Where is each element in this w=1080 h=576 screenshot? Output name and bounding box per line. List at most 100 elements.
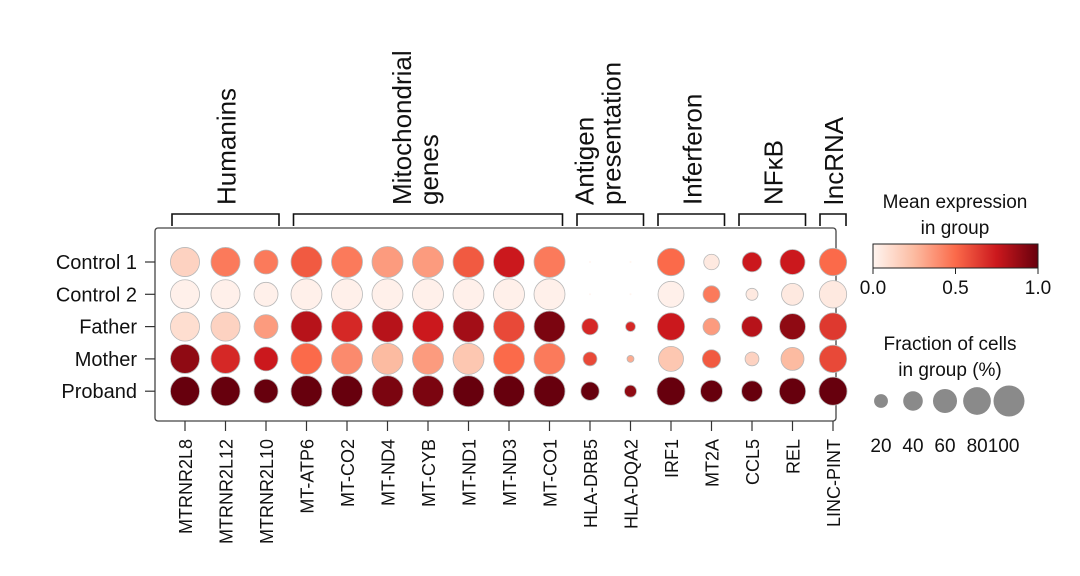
row-label: Control 1 xyxy=(56,252,137,274)
gene-label: CCL5 xyxy=(743,439,763,485)
size-legend-label: 60 xyxy=(934,436,955,457)
dot xyxy=(533,342,566,375)
dot xyxy=(818,280,848,309)
colorbar-tick-label: 0.5 xyxy=(942,278,968,299)
dot xyxy=(582,351,598,367)
dot xyxy=(624,384,637,398)
dot xyxy=(210,279,241,310)
dot xyxy=(331,310,363,343)
dot xyxy=(331,278,363,311)
dot xyxy=(818,376,848,406)
dot xyxy=(625,321,636,332)
size-legend-dot xyxy=(932,388,958,414)
dot xyxy=(629,293,632,296)
dot xyxy=(533,375,566,408)
dot xyxy=(533,246,566,278)
gene-label: MT-ND3 xyxy=(500,439,520,506)
dot xyxy=(210,247,241,277)
gene-label: REL xyxy=(784,439,804,474)
group-label: Humanins xyxy=(212,88,242,205)
gene-label: IRF1 xyxy=(662,439,682,478)
group-bracket xyxy=(819,213,847,226)
dot xyxy=(210,343,241,374)
dot xyxy=(626,355,635,363)
colorbar xyxy=(872,243,1039,269)
group-label: genes xyxy=(414,134,444,205)
dot xyxy=(412,246,444,278)
dot xyxy=(580,381,600,401)
dot xyxy=(253,346,279,372)
dot xyxy=(331,375,363,408)
size-legend: Fraction of cells in group (%) 20 40 60 801… xyxy=(870,334,1025,457)
dot xyxy=(589,261,591,263)
colorbar-tick-label: 0.0 xyxy=(860,278,886,299)
dot xyxy=(331,342,363,375)
dot xyxy=(493,310,525,343)
dot xyxy=(745,287,759,301)
size-legend-title-line2: in group (%) xyxy=(898,360,1002,381)
dot xyxy=(253,378,279,404)
dots xyxy=(170,246,848,408)
dot xyxy=(744,351,760,367)
dot xyxy=(629,261,632,263)
dot xyxy=(581,317,599,336)
dot xyxy=(741,251,763,273)
gene-label: MTRNR2L8 xyxy=(176,439,196,534)
size-legend-dot xyxy=(874,394,888,408)
gene-label: HLA-DQA2 xyxy=(622,439,642,529)
row-label: Mother xyxy=(75,349,138,371)
size-legend-dot xyxy=(963,387,991,415)
size-legend-dot xyxy=(993,385,1025,417)
dot xyxy=(210,376,241,407)
row-label: Proband xyxy=(61,381,137,403)
group-label: presentation xyxy=(596,62,626,205)
dot xyxy=(452,246,485,278)
dot xyxy=(331,246,363,278)
dot xyxy=(412,342,444,375)
dot xyxy=(170,311,200,342)
gene-label: MTRNR2L10 xyxy=(257,439,277,544)
size-legend-label: 40 xyxy=(902,436,923,457)
dot xyxy=(702,285,721,304)
dot xyxy=(741,380,763,403)
dot xyxy=(700,379,723,403)
row-labels: Control 1 Control 2 Father Mother Proband xyxy=(56,252,155,403)
dot xyxy=(657,280,685,308)
dot xyxy=(818,312,848,341)
dot xyxy=(702,317,721,336)
dot xyxy=(412,310,444,343)
dot xyxy=(210,311,241,342)
size-legend-dot xyxy=(903,391,923,411)
dot xyxy=(412,375,444,408)
dot xyxy=(253,281,279,307)
dot xyxy=(656,247,686,277)
dot xyxy=(371,375,404,408)
dot xyxy=(493,246,525,278)
gene-label: HLA-DRB5 xyxy=(581,439,601,528)
dot xyxy=(778,377,807,405)
gene-label: MT2A xyxy=(703,439,723,487)
group-bracket xyxy=(171,213,280,226)
group-label: Antigen xyxy=(569,117,599,205)
dot xyxy=(780,346,805,371)
gene-label: LINC-PINT xyxy=(824,439,844,527)
row-label: Father xyxy=(79,317,137,339)
dot xyxy=(290,278,323,311)
dot xyxy=(656,312,686,341)
gene-label: MT-ND1 xyxy=(460,439,480,506)
group-brackets xyxy=(171,213,847,226)
dot xyxy=(818,247,848,277)
dot xyxy=(253,314,279,340)
dot xyxy=(170,247,200,277)
size-legend-label: 20 xyxy=(870,436,891,457)
dot xyxy=(701,349,722,369)
size-legend-label: 80100 xyxy=(967,436,1020,457)
group-label: Mitochondrial xyxy=(387,50,417,205)
group-bracket xyxy=(576,213,645,226)
gene-labels: MTRNR2L8 MTRNR2L12 MTRNR2L10 MT-ATP6 MT-CO2 M… xyxy=(176,421,844,544)
colorbar-tick-label: 1.0 xyxy=(1025,278,1051,299)
group-label: lncRNA xyxy=(819,116,849,205)
gene-label: MT-CYB xyxy=(419,439,439,507)
